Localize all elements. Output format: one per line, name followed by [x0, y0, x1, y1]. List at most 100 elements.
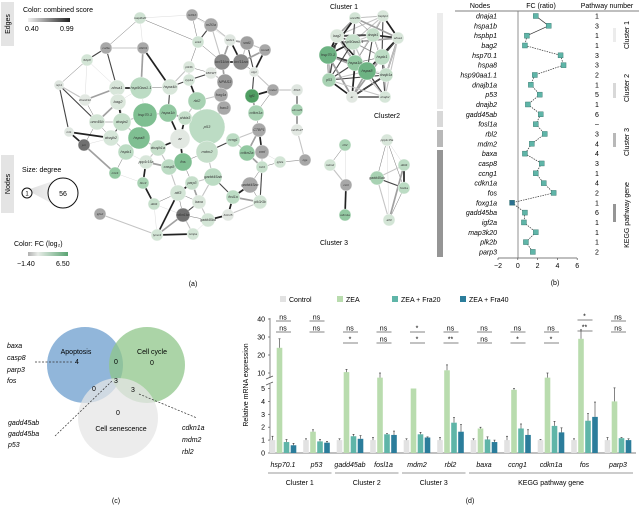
header-fc: FC (ratio) — [526, 3, 556, 10]
bar — [324, 442, 330, 453]
pathway-number: 3 — [595, 53, 599, 60]
significance-lower: ** — [448, 337, 454, 344]
node-name: dnajb2 — [476, 102, 497, 109]
bar — [491, 442, 498, 453]
node-name: gadd45ab — [466, 112, 497, 119]
main-node: snd1 — [239, 35, 255, 51]
main-node: FBXW7 — [204, 66, 218, 80]
leader-all-three — [54, 380, 113, 437]
node-name: hspa8 — [478, 63, 497, 70]
main-node: igf2a — [273, 155, 287, 169]
bar — [511, 389, 517, 453]
main-node: mdm2 — [195, 140, 219, 164]
significance-lower: ns — [480, 337, 488, 344]
node-label: fkbp8 — [83, 58, 91, 62]
node-label: ddit4 — [401, 163, 408, 167]
cluster1-edge — [328, 79, 386, 98]
main-node: igfs2 — [93, 207, 107, 221]
node-circle — [378, 67, 394, 83]
gene-all-three: gadd45ba — [8, 431, 39, 438]
node-label: dnajb2 — [105, 135, 118, 140]
node-label: dnajb1a — [380, 73, 393, 77]
node-label: casp8 — [164, 164, 175, 169]
group-label-cluster3: Cluster 3 — [624, 128, 631, 156]
node-label: cul4a — [102, 46, 110, 50]
node-circle — [244, 88, 260, 104]
main-node: bcl11ba — [213, 53, 231, 71]
cluster1-bar — [437, 13, 443, 109]
pathway-number: 1 — [595, 43, 599, 50]
fc-marker — [545, 23, 552, 29]
pathway-number: 2 — [595, 190, 599, 197]
fc-marker — [522, 209, 528, 216]
node-label: gadd45ba — [200, 218, 216, 222]
cluster2-node: ppp1r15a — [380, 133, 394, 147]
node-circle — [161, 78, 179, 96]
node-circle — [397, 158, 411, 172]
node-label: gadd45ab — [369, 176, 385, 180]
node-label: ccnl — [259, 150, 265, 154]
fc-connector — [534, 64, 564, 76]
cluster2-node: ddit4 — [397, 158, 411, 172]
node-circle — [133, 11, 147, 25]
y-tick-label: 1 — [261, 438, 265, 445]
node-label: gadd45ac — [241, 182, 259, 187]
node-label: NPAS3 — [219, 79, 233, 84]
node-label: hspa1b — [161, 110, 175, 115]
main-node: bag2 — [109, 93, 127, 111]
main-node: hspa4b — [161, 78, 179, 96]
legend-item: ZEA — [337, 296, 360, 304]
node-label: hsp70.1 — [138, 112, 152, 117]
node-label: dnaja1 — [116, 119, 128, 124]
cluster1-node: hspb1 — [373, 48, 391, 66]
significance-upper: * — [416, 326, 419, 333]
node-label: plk3b — [184, 65, 193, 69]
bar — [525, 434, 531, 453]
venn-label-cell-cycle: Cell cycle — [137, 349, 167, 356]
main-node: dnaja1 — [112, 112, 132, 132]
significance-upper: ns — [514, 326, 522, 333]
main-node: cdkn2a — [238, 144, 256, 162]
node-circle — [255, 160, 269, 174]
node-circle — [339, 178, 353, 192]
main-node: AGO1 — [136, 41, 150, 55]
main-node: CTBP1 — [251, 122, 267, 138]
y-axis-label: Relative mRNA expression — [243, 343, 250, 426]
pathway-number: 6 — [595, 210, 599, 217]
fc-marker — [524, 32, 530, 39]
node-circle — [77, 138, 91, 152]
panel-c-label: (c) — [112, 498, 120, 505]
fc-marker — [522, 42, 528, 49]
main-node: cdkn1a — [247, 104, 265, 122]
fc-min-label: −1.40 — [17, 261, 35, 268]
category-label: fos — [580, 462, 590, 469]
bar — [504, 440, 510, 453]
category-label: gadd45ab — [334, 462, 365, 469]
edges-legend: Edges Color: combined score 0.40 0.99 — [1, 2, 93, 46]
fc-marker — [537, 91, 543, 98]
header-nodes: Nodes — [470, 3, 491, 10]
fc-max-label: 6.50 — [56, 261, 70, 268]
legend-swatch — [280, 296, 286, 302]
bar — [585, 420, 591, 453]
node-circle — [109, 93, 127, 111]
significance-lower: ns — [380, 337, 388, 344]
node-label: unc45b — [350, 16, 360, 20]
y-tick-label: 5 — [261, 386, 265, 393]
main-node: vtg1 — [248, 66, 260, 78]
significance-upper: ns — [279, 315, 287, 322]
significance-upper: ns — [480, 326, 488, 333]
node-label: phlda3 — [179, 116, 191, 120]
main-edge — [58, 84, 98, 123]
main-node: rbl2 — [187, 91, 207, 111]
node-circle — [191, 194, 207, 210]
node-circle — [204, 66, 218, 80]
bar — [571, 440, 577, 453]
bar — [477, 428, 484, 453]
fc-marker — [530, 249, 536, 255]
main-node: igf1 — [244, 88, 260, 104]
node-label: p53 — [203, 124, 211, 129]
node-circle — [290, 83, 304, 97]
node-label: hsp70.1 — [321, 52, 335, 57]
main-edge — [139, 17, 199, 43]
